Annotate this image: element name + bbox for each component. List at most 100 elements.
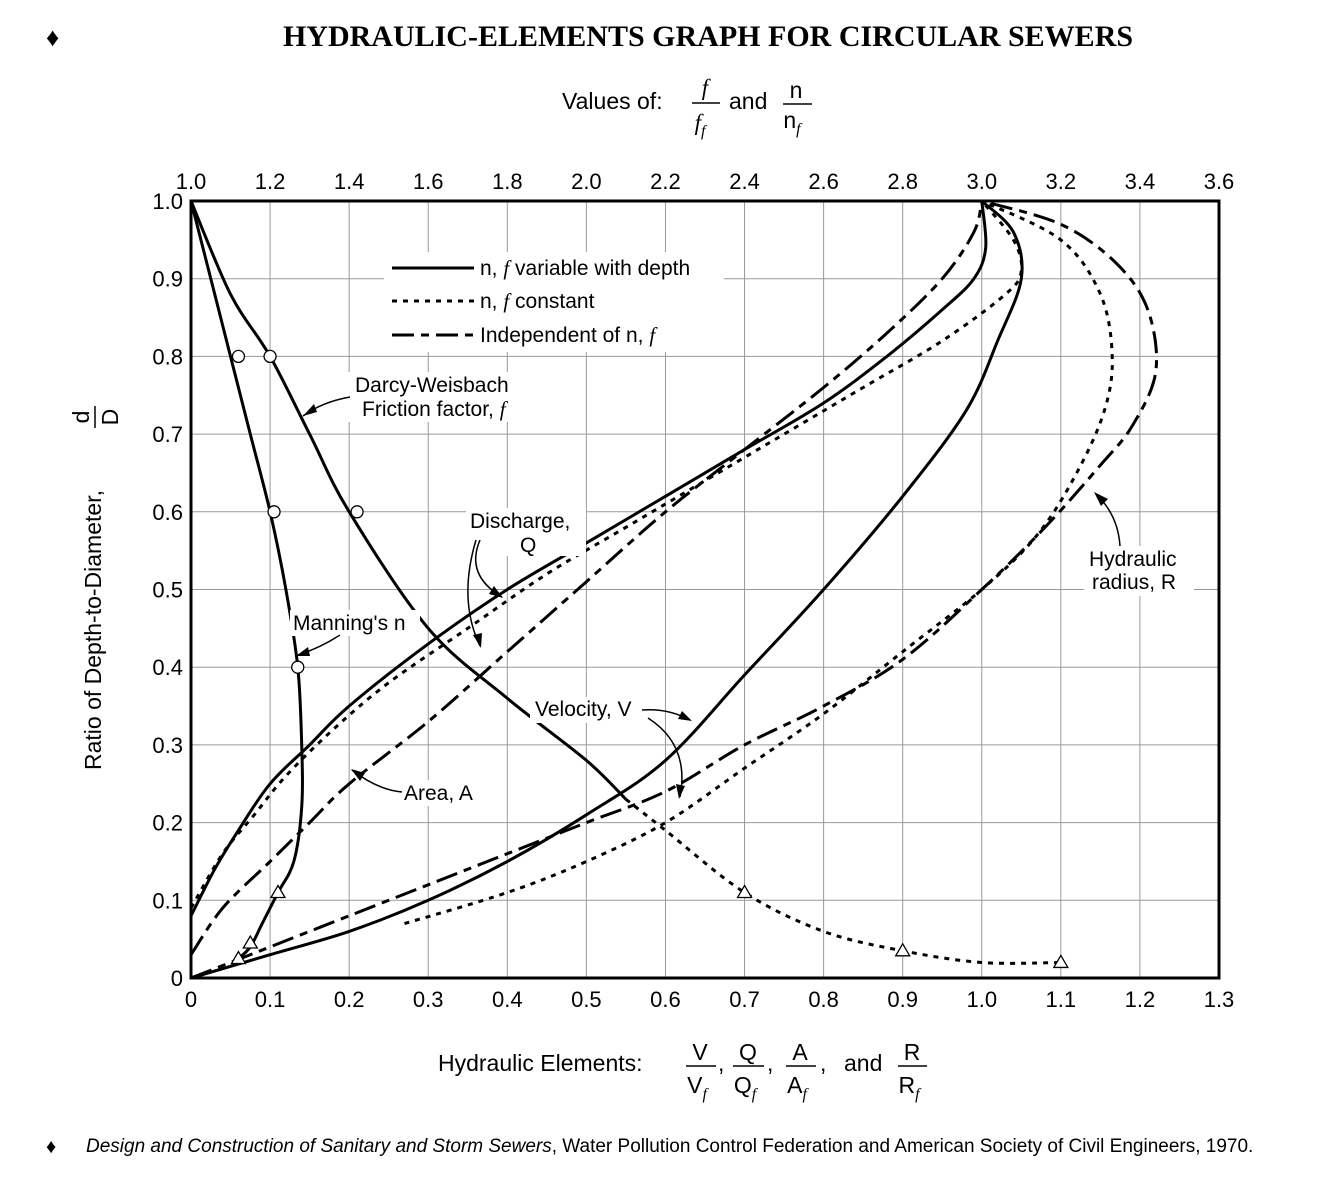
bottom-frac-q-den: Qf [734,1072,759,1103]
bottom-frac-a-den: Af [787,1072,809,1103]
y-tick-label: 0.7 [152,422,183,447]
annotation-manning: Manning's n [293,612,406,635]
darcy-arrowhead [303,404,317,416]
x-top-tick-label: 1.0 [176,169,207,194]
left-tick-labels: 0 0.1 0.2 0.3 0.4 0.5 0.6 0.7 0.8 0.9 1.0 [152,189,183,991]
source-text: Design and Construction of Sanitary and … [86,1136,1253,1157]
velocity-arrowhead-1 [678,711,692,721]
x-top-tick-label: 2.0 [571,169,602,194]
y-tick-label: 0.2 [152,811,183,836]
annotation-area: Area, A [404,782,473,805]
y-tick-label: 0.1 [152,888,183,913]
top-tick-labels: 1.0 1.2 1.4 1.6 1.8 2.0 2.2 2.4 2.6 2.8 3.0 3.2 3.4 3… [176,169,1235,194]
bottom-frac-v-den: Vf [687,1072,709,1103]
circle-marker [231,349,246,364]
markers [230,349,1069,969]
y-tick-label: 0.4 [152,655,183,680]
discharge-arrowhead-2 [473,633,482,648]
bottom-frac-q-num: Q [739,1039,757,1065]
x-top-tick-label: 3.0 [966,169,997,194]
bottom-frac-a-num: A [792,1039,808,1065]
x-top-tick-label: 1.8 [492,169,523,194]
x-bottom-tick-label: 1.3 [1204,987,1235,1012]
bottom-sep-3: , [820,1050,826,1076]
top-axis-label-prefix: Values of: [562,88,663,114]
page-title: HYDRAULIC-ELEMENTS GRAPH FOR CIRCULAR SE… [283,20,1133,53]
top-frac2-den: nf [783,107,803,138]
triangle-marker [242,934,259,949]
x-bottom-tick-label: 1.1 [1046,987,1077,1012]
y-axis-label: Ratio of Depth-to-Diameter, d D [68,406,123,770]
y-tick-label: 0.6 [152,500,183,525]
source-marker: ♦ [46,1136,56,1158]
triangle-marker [230,950,247,965]
y-tick-label: 0.5 [152,578,183,603]
annotation-radius-1: Hydraulic [1089,548,1177,571]
triangle-marker [894,942,911,957]
circle-marker [263,349,277,364]
radius-arrowhead [1094,492,1108,506]
triangle-marker [1052,954,1069,969]
curve-area-a-dashed [190,199,1159,980]
curve-velocity-v-dotted [404,199,1114,926]
top-frac1-den: ff [695,110,708,140]
x-bottom-tick-label: 0.6 [650,987,681,1012]
plot-frame [189,199,1221,980]
x-bottom-tick-label: 1.2 [1125,987,1156,1012]
area-arrowhead [351,769,365,781]
annotations: Darcy-Weisbach Friction factor, f Discha… [290,372,1194,806]
legend: n, f variable with depth n, f constant I… [384,252,724,352]
x-top-tick-label: 1.2 [255,169,286,194]
curve-darcy-weisbach-friction-factor-f-dotted [624,798,1061,965]
y-axis-label-den: D [97,409,123,426]
y-tick-label: 0.9 [152,267,183,292]
top-axis-label-joiner: and [729,88,767,114]
x-bottom-tick-label: 0.2 [334,987,365,1012]
x-bottom-tick-label: 0.8 [808,987,839,1012]
y-axis-label-num: d [68,411,94,424]
curve-velocity-v-solid [190,199,1024,980]
triangle-marker [736,884,753,899]
x-bottom-tick-label: 0.3 [413,987,444,1012]
x-top-tick-label: 1.4 [334,169,365,194]
annotation-discharge-2: Q [520,534,536,557]
curve-discharge-q-dashed [189,200,984,956]
x-top-tick-label: 3.2 [1046,169,1077,194]
legend-label-solid: n, f variable with depth [480,256,690,280]
annotation-darcy-1: Darcy-Weisbach [355,374,509,397]
x-top-tick-label: 2.6 [808,169,839,194]
legend-label-dotted: n, f constant [480,289,595,313]
manning-arrowhead [296,647,310,656]
circle-marker [350,505,364,519]
bottom-axis-label-prefix: Hydraulic Elements: [438,1050,643,1076]
bottom-sep-2: , [767,1050,773,1076]
bottom-frac-r-den: Rf [898,1072,922,1103]
top-frac1-num: f [702,75,712,100]
y-axis-label-text: Ratio of Depth-to-Diameter, [80,490,106,770]
title-marker: ♦ [46,22,59,52]
x-bottom-tick-label: 0 [185,987,197,1012]
x-bottom-tick-label: 0.9 [887,987,918,1012]
velocity-arrowhead-2 [676,784,685,799]
y-tick-label: 1.0 [152,189,183,214]
curves [189,199,1159,980]
annotation-velocity: Velocity, V [535,698,632,721]
top-axis-label: Values of: f ff and n nf [562,75,812,140]
y-tick-label: 0.3 [152,733,183,758]
bottom-frac-r-num: R [904,1039,921,1065]
source-citation: ♦ Design and Construction of Sanitary an… [46,1136,1253,1158]
y-tick-label: 0.8 [152,344,183,369]
curve-discharge-q-solid [189,200,988,917]
x-bottom-tick-label: 0.7 [729,987,760,1012]
x-top-tick-label: 2.8 [887,169,918,194]
circle-marker [291,660,305,674]
curve-darcy-weisbach-friction-factor-f-solid [189,200,627,801]
y-tick-label: 0 [171,966,183,991]
discharge-arrowhead-1 [489,586,503,598]
bottom-axis-label-joiner: and [844,1050,882,1076]
x-top-tick-label: 3.4 [1125,169,1156,194]
x-bottom-tick-label: 0.5 [571,987,602,1012]
curve-manning-s-n-solid [189,200,304,960]
top-frac2-num: n [790,77,803,103]
